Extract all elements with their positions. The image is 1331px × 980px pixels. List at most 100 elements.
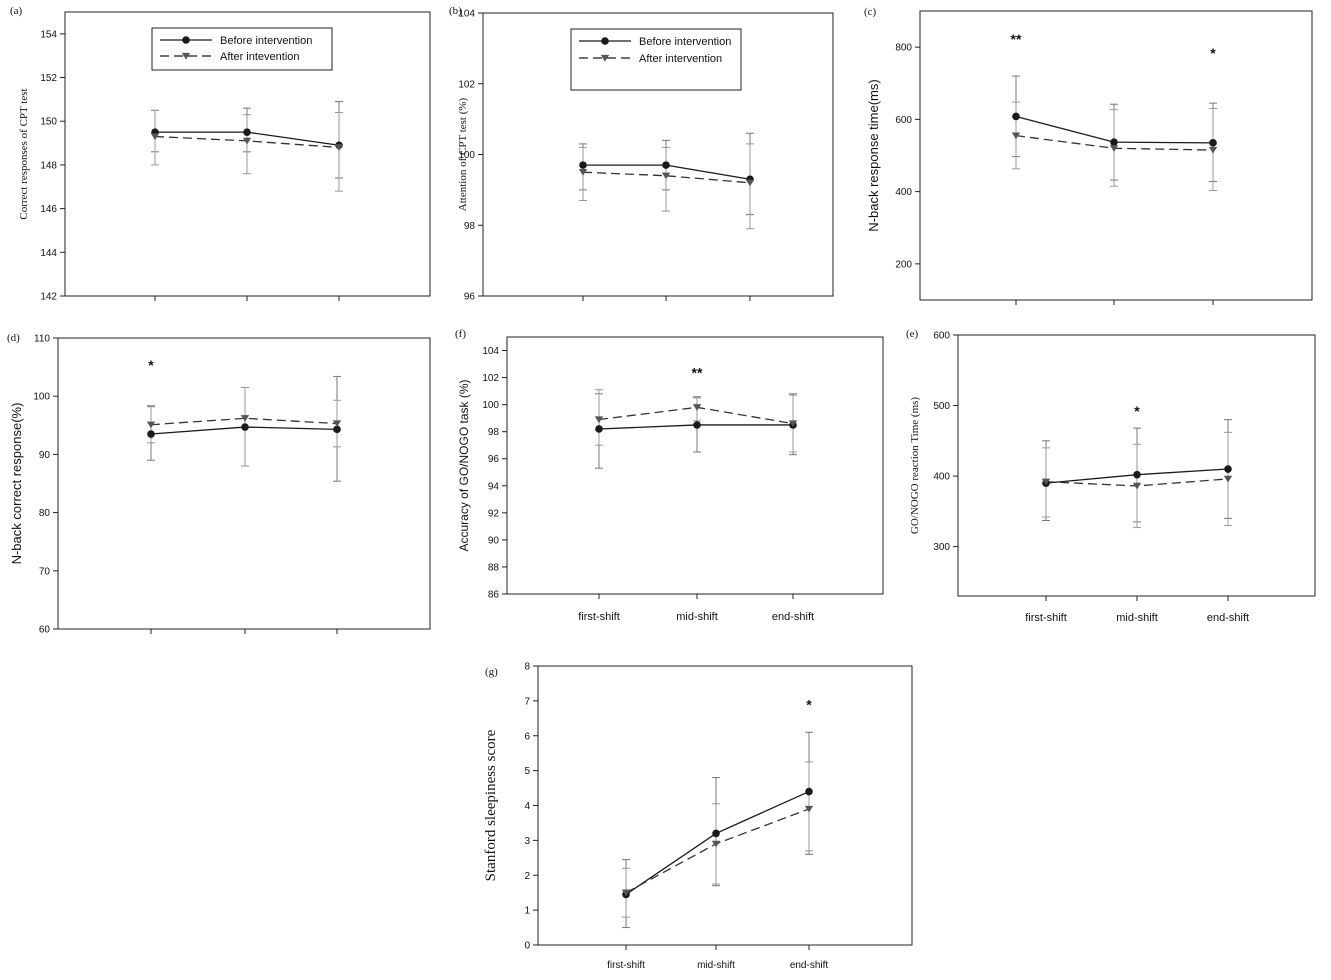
data-point-after <box>578 169 588 176</box>
y-tick-label: 142 <box>40 292 57 303</box>
significance-marker: * <box>148 357 154 373</box>
y-tick-label: 200 <box>895 259 912 270</box>
y-tick-label: 90 <box>39 450 51 461</box>
y-tick-label: 400 <box>895 187 912 198</box>
data-point-after <box>242 137 252 145</box>
plot-frame <box>919 10 1313 301</box>
data-point-after <box>1109 145 1119 152</box>
y-tick-label: 8 <box>524 662 530 673</box>
y-tick-label: 152 <box>40 73 57 84</box>
y-tick-label: 110 <box>34 334 50 345</box>
y-tick-label: 6 <box>524 731 530 742</box>
y-tick-label: 800 <box>895 43 912 54</box>
data-point-before <box>693 421 701 429</box>
significance-marker: * <box>1134 403 1140 419</box>
x-tick-label: end-shift <box>1207 612 1249 624</box>
data-point-after <box>745 179 755 187</box>
x-tick-label: end-shift <box>790 960 829 971</box>
panel-a: (a) 142 144 146 148 150 152 154 Correct response… <box>10 5 431 303</box>
data-point-before <box>805 787 813 796</box>
data-point-after <box>334 144 344 152</box>
y-tick-label: 600 <box>895 115 912 126</box>
y-axis-label: GO/NOGO reaction Time (ms) <box>909 397 921 535</box>
data-point-after <box>661 172 671 180</box>
y-tick-label: 0 <box>524 941 530 952</box>
series-line-after <box>150 417 338 426</box>
data-point-after <box>711 840 721 848</box>
y-tick-label: 3 <box>524 836 530 847</box>
data-point-before <box>595 425 603 433</box>
y-tick-label: 300 <box>933 542 950 553</box>
data-point-after <box>1132 482 1142 490</box>
panel-d: (d) 60 70 80 90 100 110 N-back correct response… <box>7 332 431 636</box>
y-tick-label: 150 <box>40 117 57 128</box>
data-point-after <box>594 416 604 424</box>
data-point-after <box>692 404 702 411</box>
y-tick-label: 400 <box>933 472 950 483</box>
panel-label: (d) <box>7 332 20 344</box>
y-tick-label: 98 <box>488 427 500 438</box>
legend: Before intervention After intervention <box>570 28 742 91</box>
data-point-before <box>243 128 251 136</box>
data-point-after <box>788 420 798 428</box>
data-point-after <box>1223 475 1233 483</box>
y-tick-label: 96 <box>488 454 500 465</box>
y-tick-label: 60 <box>39 625 51 636</box>
panel-g: (g) 0 1 2 3 4 5 6 7 8 first-shift mid-shift end-shif… <box>483 662 913 971</box>
y-tick-label: 154 <box>40 29 57 40</box>
y-tick-label: 92 <box>488 508 500 519</box>
y-axis-label: Stanford sleepiness score <box>483 729 499 881</box>
plot-frame <box>537 665 913 946</box>
legend-entry: After intevention <box>220 51 300 63</box>
y-tick-label: 80 <box>39 508 51 519</box>
data-point-after <box>621 889 631 897</box>
legend: Before intervention After intevention <box>151 27 333 71</box>
y-tick-label: 70 <box>39 566 51 577</box>
data-point-after <box>146 421 156 429</box>
y-tick-label: 146 <box>40 204 57 215</box>
y-tick-label: 100 <box>458 150 475 161</box>
panel-f: (f) 86 88 90 92 94 96 98 100 102 104 first-shift mid… <box>455 328 884 623</box>
x-tick-label: mid-shift <box>676 611 718 623</box>
legend-box <box>570 28 742 91</box>
data-point-after <box>1011 132 1021 140</box>
y-tick-label: 1 <box>524 906 530 917</box>
legend-marker-before <box>601 37 609 45</box>
legend-marker-before <box>182 36 190 44</box>
y-tick-label: 96 <box>464 292 476 303</box>
y-tick-label: 500 <box>933 401 950 412</box>
significance-marker: ** <box>1011 31 1022 47</box>
panel-b: (b) 96 98 100 102 104 Attention of CPT test (%… <box>449 5 834 303</box>
significance-marker: ** <box>692 365 703 381</box>
y-tick-label: 100 <box>33 392 50 403</box>
y-tick-label: 98 <box>464 221 476 232</box>
data-point-after <box>332 420 342 428</box>
y-axis-label: Attention of CPT test (%) <box>457 97 469 211</box>
panel-e: (e) 300 400 500 600 first-shift mid-shift end-s… <box>906 328 1316 624</box>
panel-label: (a) <box>10 5 23 17</box>
y-tick-label: 2 <box>524 871 530 882</box>
series-line-after <box>625 808 810 894</box>
plot-frame <box>506 336 884 595</box>
y-tick-label: 102 <box>482 373 499 384</box>
panel-label: (g) <box>485 666 498 678</box>
data-point-before <box>1224 465 1232 473</box>
y-tick-label: 102 <box>458 79 475 90</box>
x-tick-label: first-shift <box>1025 612 1067 624</box>
significance-marker: * <box>1210 45 1216 61</box>
legend-marker-after <box>600 54 610 62</box>
y-tick-label: 90 <box>488 535 500 546</box>
y-axis-label: Accuracy of GO/NOGO task (%) <box>457 379 471 551</box>
data-point-before <box>1133 470 1141 479</box>
y-tick-label: 94 <box>488 481 500 492</box>
x-tick-label: first-shift <box>607 960 645 971</box>
y-tick-label: 104 <box>458 9 475 20</box>
y-tick-label: 104 <box>482 346 499 357</box>
y-tick-label: 5 <box>524 766 530 777</box>
y-axis-label: N-back correct response(%) <box>9 403 24 565</box>
data-point-before <box>1110 138 1118 146</box>
y-tick-label: 7 <box>524 696 530 707</box>
panel-label: (b) <box>449 5 462 17</box>
y-tick-label: 100 <box>482 400 499 411</box>
